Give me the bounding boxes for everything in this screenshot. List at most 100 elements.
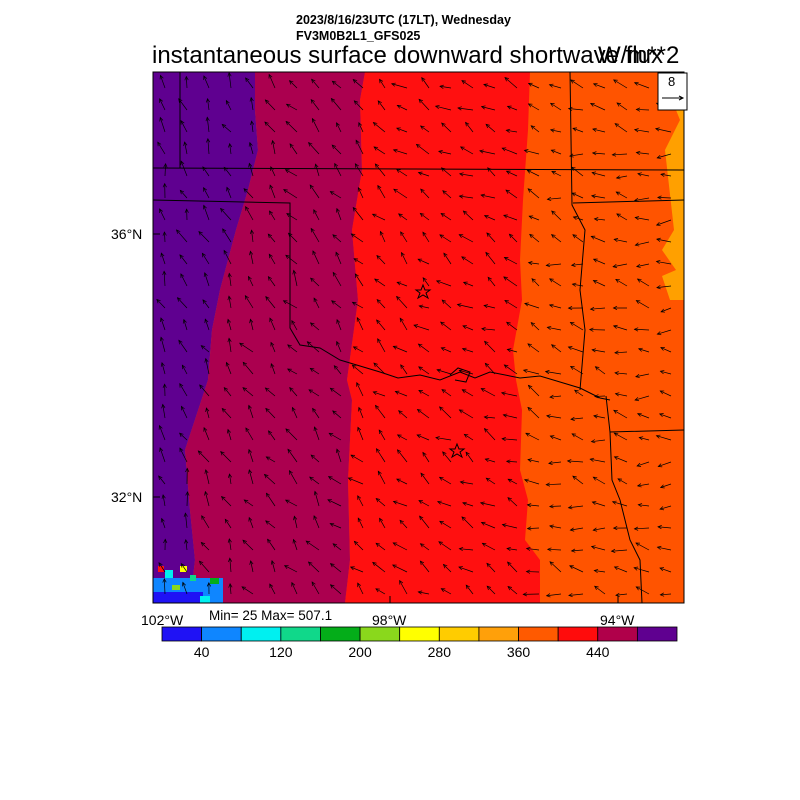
wind-arrow — [529, 215, 540, 221]
wind-arrow — [660, 370, 672, 375]
wind-arrow — [436, 280, 452, 287]
wind-arrow-head — [180, 160, 185, 166]
wind-arrow — [392, 564, 408, 573]
wind-arrow — [331, 98, 342, 111]
wind-arrow — [529, 234, 540, 243]
wind-arrow — [507, 478, 518, 485]
wind-arrow-head — [508, 233, 514, 239]
wind-arrow — [251, 121, 254, 133]
wind-arrow-head — [227, 72, 232, 77]
wind-arrow — [441, 299, 452, 309]
wind-arrow — [546, 593, 562, 597]
wind-arrow-head — [572, 216, 578, 220]
wind-arrow — [484, 416, 496, 419]
wind-arrow — [331, 144, 342, 155]
wind-arrow-head — [660, 172, 665, 177]
wind-arrow-head — [227, 295, 232, 301]
wind-arrow-head — [591, 348, 597, 353]
wind-arrow-head — [548, 83, 554, 88]
wind-arrow — [401, 252, 408, 265]
wind-arrow — [420, 560, 430, 573]
wind-arrow-head — [392, 500, 398, 505]
wind-arrow — [592, 172, 606, 177]
wind-arrow-head — [396, 449, 402, 454]
wind-arrow — [204, 491, 210, 507]
wind-arrow-head — [329, 191, 335, 196]
wind-arrow — [593, 280, 606, 287]
shaded-field — [153, 72, 684, 603]
wind-arrow — [379, 518, 386, 529]
wind-arrow-head — [442, 451, 447, 456]
wind-arrow-head — [571, 192, 577, 197]
wind-arrow-head — [197, 450, 203, 455]
wind-arrow-head — [358, 122, 363, 127]
wind-arrow-head — [398, 213, 403, 218]
wind-arrow-head — [264, 99, 270, 104]
wind-arrow-head — [268, 73, 273, 79]
wind-arrow — [507, 106, 518, 111]
wind-arrow — [358, 122, 364, 133]
wind-arrow — [526, 548, 540, 551]
wind-arrow-head — [248, 516, 253, 522]
wind-arrow — [221, 408, 232, 419]
wind-arrow — [523, 369, 540, 375]
wind-arrow-head — [264, 121, 269, 126]
wind-arrow-head — [310, 227, 315, 233]
wind-arrow-head — [373, 146, 379, 151]
wind-arrow — [656, 435, 672, 441]
wind-arrow-head — [504, 77, 509, 82]
wind-arrow — [481, 106, 496, 111]
wind-arrow-head — [458, 369, 464, 374]
wind-arrow — [375, 163, 386, 177]
wind-arrow-head — [571, 433, 577, 438]
wind-arrow-head — [180, 119, 185, 125]
wind-arrow — [462, 325, 474, 331]
wind-arrow — [265, 99, 276, 111]
wind-arrow — [485, 124, 496, 133]
wind-arrow-head — [357, 426, 362, 432]
wind-arrow — [375, 498, 386, 507]
wind-arrow — [546, 415, 562, 419]
wind-arrow — [591, 439, 606, 443]
wind-arrow — [310, 99, 320, 111]
wind-arrow — [481, 388, 496, 397]
wind-arrow-head — [485, 123, 491, 129]
wind-arrow-head — [181, 405, 185, 411]
wind-arrow-head — [527, 384, 533, 390]
wind-arrow-head — [222, 228, 227, 233]
wind-arrow — [250, 560, 254, 573]
wind-arrow-head — [328, 432, 334, 437]
wind-arrow — [659, 413, 672, 419]
wind-arrow-head — [311, 117, 316, 123]
wind-arrow-head — [593, 217, 599, 222]
wind-arrow — [503, 276, 518, 287]
wind-arrow — [239, 342, 254, 353]
wind-arrow — [634, 527, 650, 530]
wind-arrow — [441, 389, 452, 397]
wind-arrow-head — [503, 364, 509, 369]
wind-arrow — [268, 276, 276, 287]
wind-arrow — [442, 451, 452, 463]
wind-arrow-head — [223, 166, 228, 172]
wind-arrow — [159, 117, 166, 133]
wind-arrow-head — [161, 403, 166, 409]
wind-arrow — [483, 305, 496, 309]
wind-arrow-head — [546, 547, 552, 552]
wind-arrow-head — [527, 261, 533, 266]
wind-arrow — [486, 477, 496, 485]
wind-arrow-head — [185, 491, 190, 496]
wind-arrow-head — [480, 105, 486, 110]
wind-arrow-head — [462, 281, 468, 286]
wind-arrow — [459, 234, 474, 243]
wind-arrow-head — [204, 469, 209, 474]
wind-arrow — [162, 494, 166, 507]
wind-arrow-head — [245, 77, 250, 82]
wind-arrow — [308, 142, 320, 155]
wind-arrow — [225, 100, 232, 111]
wind-arrow-head — [591, 501, 597, 506]
model-header: FV3M0B2L1_GFS025 — [296, 29, 421, 43]
wind-arrow — [572, 234, 584, 243]
wind-arrow-head — [176, 229, 181, 234]
wind-arrow — [242, 387, 254, 397]
wind-arrow — [440, 321, 452, 331]
